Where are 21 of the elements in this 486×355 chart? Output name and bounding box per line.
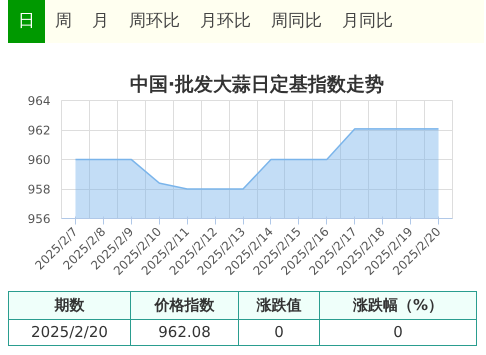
text: 周	[54, 10, 73, 33]
y-tick-label: 956	[28, 212, 50, 226]
text: 期数	[8, 292, 130, 320]
text: 周同比	[270, 10, 323, 33]
text: 日	[8, 0, 45, 43]
y-tick-label: 964	[28, 94, 50, 108]
text: 0	[320, 320, 476, 346]
text: 周环比	[128, 10, 181, 33]
text: 月环比	[199, 10, 252, 33]
y-tick-label: 960	[28, 153, 50, 167]
chart-title: 中国·批发大蒜日定基指数走势	[130, 74, 384, 96]
text: 涨跌值	[238, 292, 320, 320]
text: 月	[91, 10, 110, 33]
y-tick-label: 962	[28, 124, 50, 138]
text: 962.08	[130, 320, 238, 346]
text: 2025/2/20	[8, 320, 130, 346]
text: 月同比	[341, 10, 394, 33]
text: 价格指数	[130, 292, 238, 320]
text: 0	[238, 320, 320, 346]
text: 涨跌幅（%）	[320, 292, 476, 320]
y-tick-label: 958	[28, 182, 50, 196]
